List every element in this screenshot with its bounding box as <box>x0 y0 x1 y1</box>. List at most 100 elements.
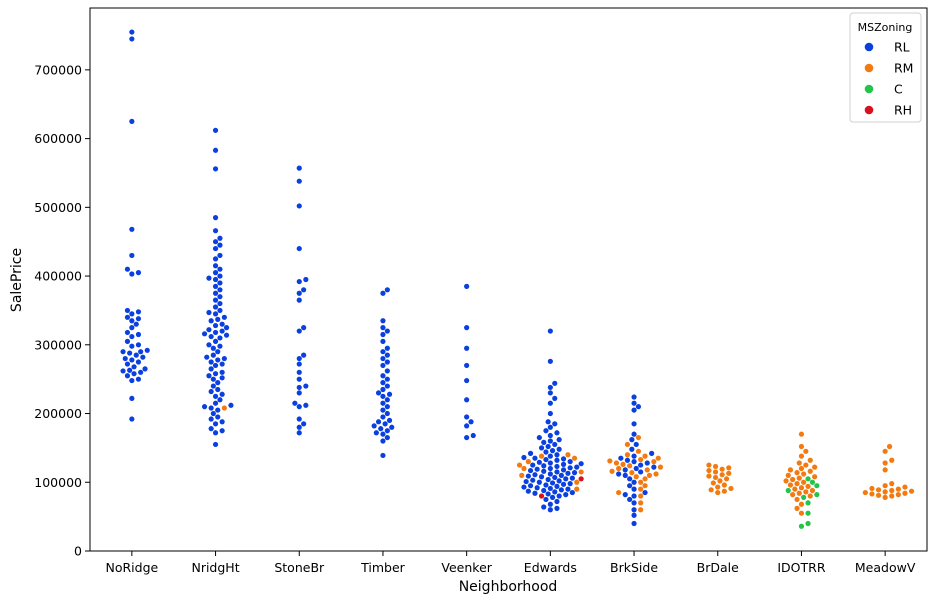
data-point-rl <box>129 318 135 324</box>
data-point-rl <box>464 283 470 289</box>
data-point-c <box>805 476 811 482</box>
data-point-c <box>805 510 811 516</box>
data-point-rl <box>219 375 225 381</box>
data-point-rm <box>809 487 816 494</box>
data-point-rl <box>635 404 642 410</box>
data-point-c <box>801 494 807 500</box>
data-point-rl <box>567 465 573 471</box>
data-point-rl <box>212 400 219 406</box>
data-point-rm <box>642 453 648 459</box>
data-point-rl <box>129 226 135 232</box>
x-tick-label: Edwards <box>524 560 577 575</box>
data-point-rl <box>210 376 216 382</box>
data-point-rl <box>127 367 133 373</box>
data-point-rl <box>144 347 150 353</box>
data-point-rl <box>633 441 639 448</box>
data-point-rl <box>135 316 142 322</box>
data-point-rm <box>538 453 545 459</box>
data-point-rl <box>532 455 538 461</box>
data-point-rl <box>532 472 538 478</box>
data-point-rl <box>206 327 212 333</box>
data-point-rm <box>574 486 580 492</box>
data-point-rl <box>210 410 216 417</box>
data-point-rl <box>631 486 637 492</box>
legend-marker-rh <box>864 105 874 115</box>
data-point-c <box>809 479 816 485</box>
data-point-rm <box>644 467 650 473</box>
data-point-rl <box>541 463 547 469</box>
data-point-rl <box>208 426 214 432</box>
y-tick-label: 200000 <box>34 406 82 421</box>
data-point-c <box>814 483 820 489</box>
data-point-rm <box>787 482 794 488</box>
data-point-rm <box>790 492 796 498</box>
data-point-rl <box>631 421 637 427</box>
data-point-rl <box>380 331 386 338</box>
data-point-rm <box>869 485 875 492</box>
data-point-rl <box>303 402 309 408</box>
data-point-rl <box>638 462 644 468</box>
data-point-rl <box>627 476 633 482</box>
data-point-rm <box>642 483 648 489</box>
data-point-rl <box>554 498 560 505</box>
data-point-rl <box>629 437 635 443</box>
data-point-c <box>798 523 805 529</box>
data-point-rm <box>801 479 807 485</box>
data-point-rl <box>212 393 219 399</box>
data-point-rl <box>380 325 386 331</box>
data-point-rl <box>217 235 223 241</box>
data-point-rl <box>296 245 302 252</box>
data-point-rl <box>120 349 126 355</box>
data-point-rl <box>554 483 560 489</box>
data-point-rl <box>545 443 551 450</box>
data-point-rl <box>212 283 219 289</box>
data-point-rl <box>547 358 553 364</box>
data-point-rl <box>124 361 131 367</box>
data-point-rm <box>642 476 648 482</box>
data-point-rl <box>554 469 560 475</box>
data-point-rl <box>212 421 219 427</box>
data-point-rl <box>380 338 386 344</box>
data-point-rm <box>635 448 642 454</box>
data-point-rl <box>212 329 219 336</box>
data-point-rm <box>708 487 714 493</box>
data-point-rl <box>384 368 390 374</box>
data-point-rl <box>206 373 212 379</box>
data-point-rl <box>212 362 219 369</box>
data-point-rm <box>792 486 798 492</box>
data-point-rl <box>631 520 637 527</box>
data-point-rm <box>805 483 811 489</box>
legend-marker-rm <box>864 63 874 73</box>
data-point-rl <box>565 470 571 476</box>
data-point-rl <box>129 377 135 384</box>
data-point-rl <box>212 127 219 133</box>
data-point-rm <box>798 485 805 491</box>
data-point-rl <box>292 400 298 406</box>
data-point-rl <box>133 352 139 358</box>
data-point-rl <box>212 256 219 262</box>
x-tick-label: BrDale <box>697 560 739 575</box>
data-point-rl <box>133 321 139 327</box>
data-point-rm <box>889 481 895 487</box>
legend-label: C <box>894 82 903 97</box>
data-point-rl <box>212 276 219 283</box>
x-tick-label: IDOTRR <box>777 560 825 575</box>
data-point-rm <box>609 468 615 474</box>
data-point-rm <box>803 448 809 454</box>
data-point-rm <box>521 465 527 472</box>
data-point-rl <box>296 416 302 422</box>
data-point-rm <box>886 443 893 450</box>
data-point-rl <box>534 466 540 472</box>
data-point-rl <box>552 421 558 427</box>
data-point-rl <box>631 400 637 406</box>
data-point-rm <box>796 460 802 466</box>
data-point-rm <box>638 493 644 499</box>
data-point-rm <box>710 480 716 486</box>
data-point-rl <box>547 460 553 466</box>
legend-marker-c <box>864 84 874 94</box>
data-point-rl <box>296 355 302 362</box>
data-point-rm <box>812 474 818 480</box>
data-point-rm <box>638 486 644 492</box>
data-point-rm <box>721 488 727 494</box>
data-point-rl <box>464 397 470 403</box>
